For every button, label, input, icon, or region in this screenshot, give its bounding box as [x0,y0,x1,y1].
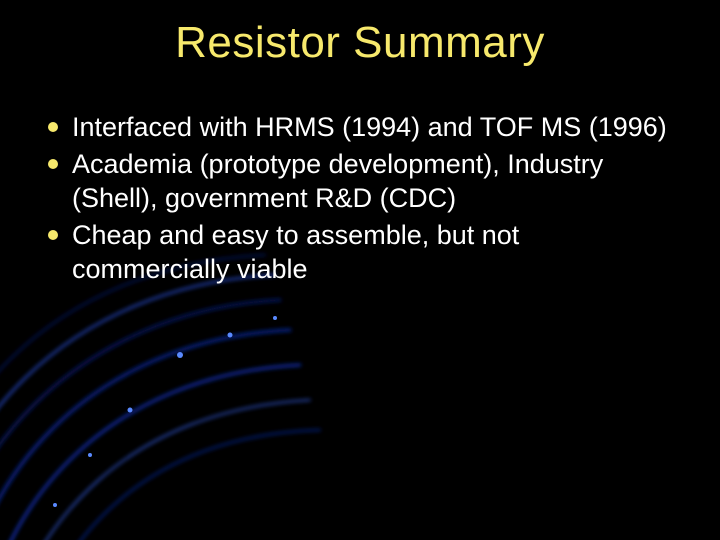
swirl-arc-2 [0,330,290,540]
bullet-dot-icon [48,122,58,132]
swirl-arc-3 [0,365,300,540]
bullet-item: Interfaced with HRMS (1994) and TOF MS (… [48,110,678,145]
swirl-arc-1 [0,300,280,540]
bullet-dot-icon [48,230,58,240]
bullet-dot-icon [48,159,58,169]
slide-title: Resistor Summary [0,18,720,68]
slide-body: Interfaced with HRMS (1994) and TOF MS (… [48,110,678,289]
swirl-arc-6 [0,255,265,540]
swirl-arc-5 [0,400,310,540]
swirl-dots [18,316,277,540]
bullet-text: Academia (prototype development), Indust… [72,147,678,216]
bullet-text: Interfaced with HRMS (1994) and TOF MS (… [72,110,678,145]
bullet-text: Cheap and easy to assemble, but not comm… [72,218,678,287]
slide: Resistor Summary Interfaced with HRMS (1… [0,0,720,540]
bullet-item: Cheap and easy to assemble, but not comm… [48,218,678,287]
swirl-arc-7 [25,430,320,540]
bullet-item: Academia (prototype development), Indust… [48,147,678,216]
swirl-arc-4 [0,275,275,540]
